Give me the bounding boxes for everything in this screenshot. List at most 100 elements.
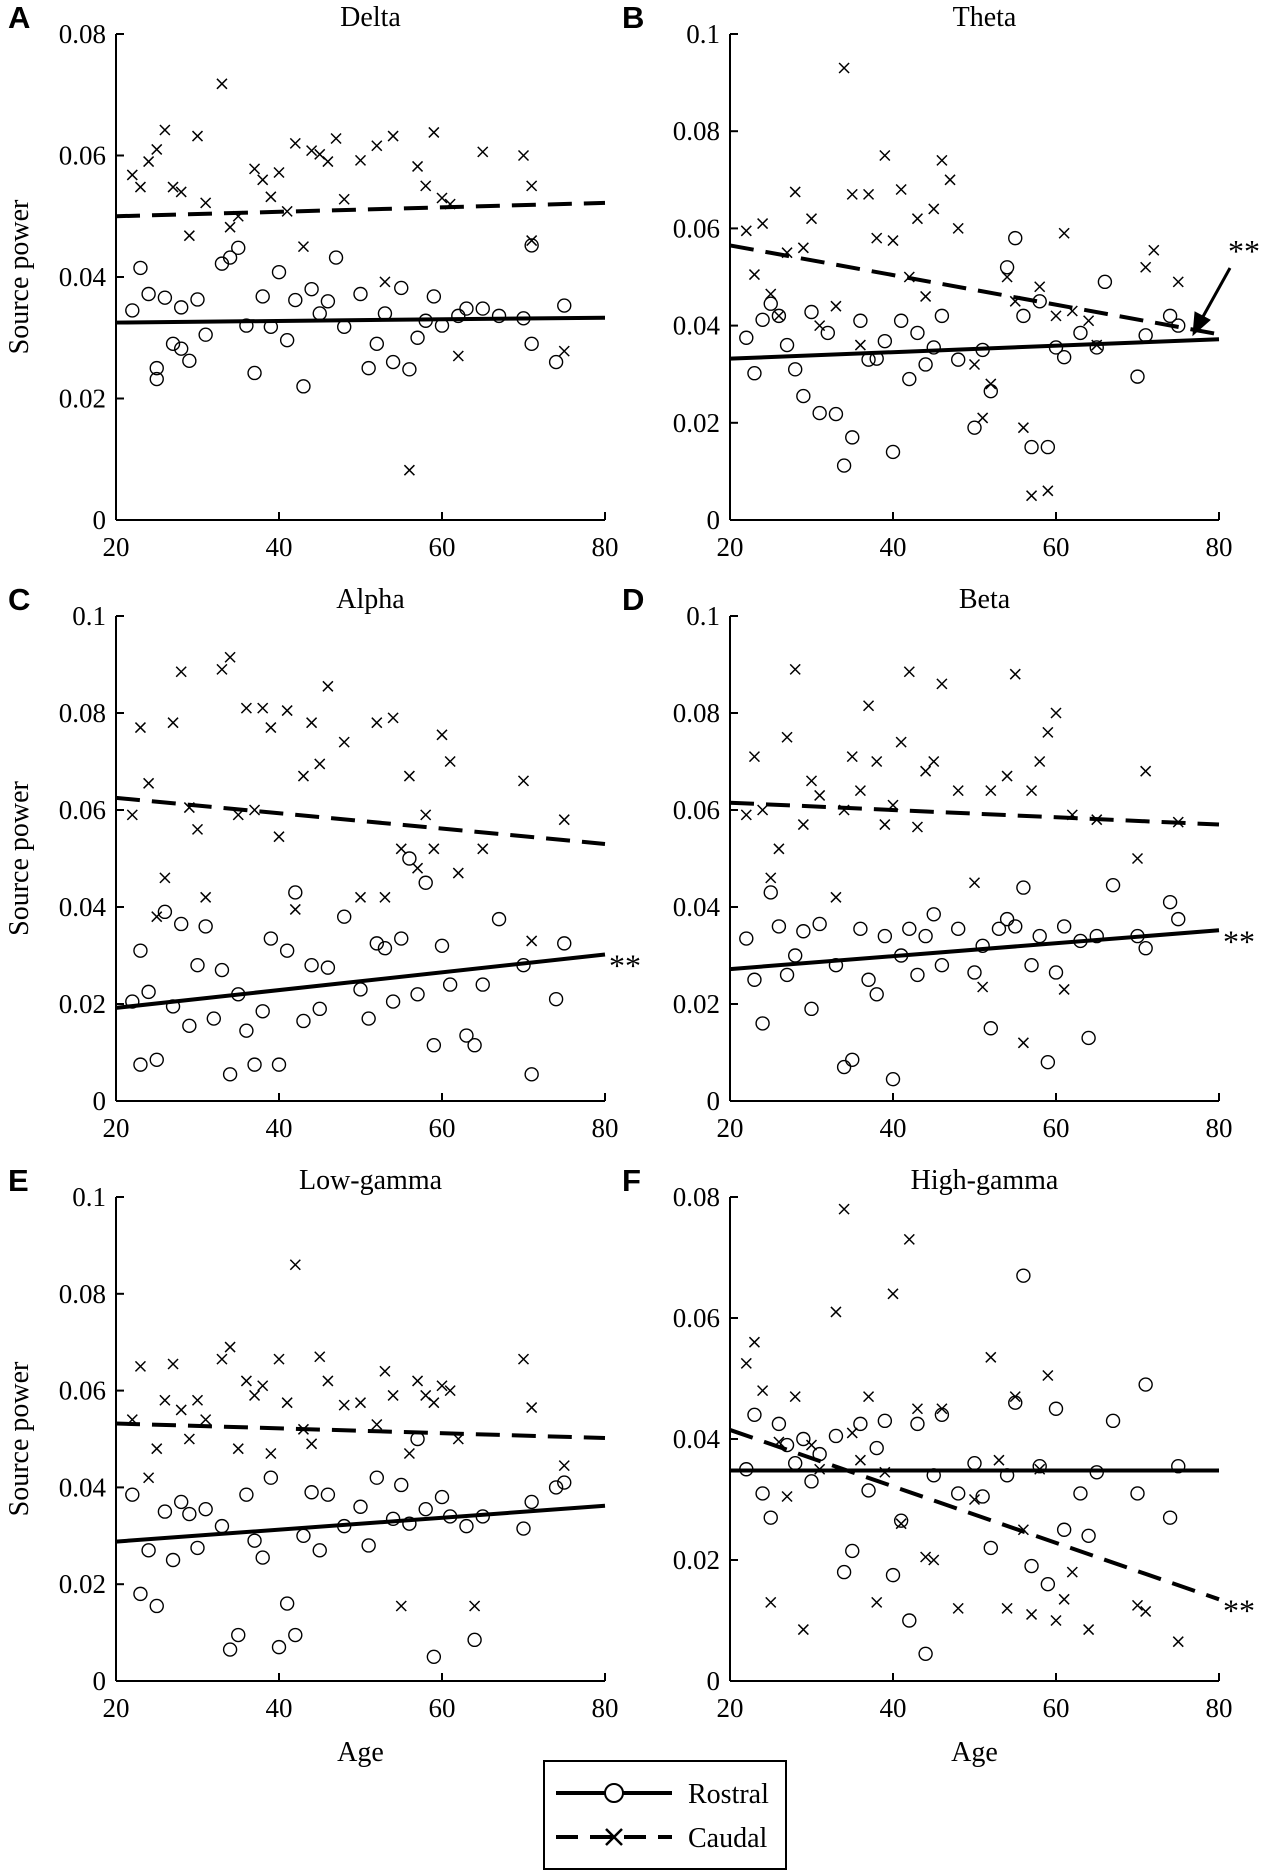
- panel-d-rostral-point: [999, 911, 1015, 927]
- panel-f-rostral-point: [1162, 1510, 1178, 1525]
- panel-c-rostral-point: [548, 991, 564, 1007]
- panel-d-rostral-point: [845, 1052, 860, 1067]
- panel-d-rostral-point: [771, 919, 787, 934]
- panel-f-x-tick-label: 60: [1043, 1693, 1070, 1723]
- panel-a-y-tick-label: 0: [93, 505, 107, 535]
- panel-c-y-tick-label: 0.06: [59, 795, 106, 825]
- panel-b-rostral-point: [1040, 439, 1056, 455]
- panel-b-x-tick-label: 60: [1043, 532, 1070, 562]
- panel-b-caudal-point: [911, 213, 923, 225]
- panel-e-rostral-point: [402, 1516, 417, 1531]
- panel-d-caudal-point: [748, 751, 760, 763]
- panel-d-caudal-point: [757, 804, 769, 816]
- panel-c-caudal-point: [412, 862, 424, 874]
- panel-b-rostral-point: [1097, 274, 1113, 290]
- panel-b-caudal-point: [789, 186, 801, 198]
- panel-a-rostral-point: [491, 308, 507, 324]
- panel-b-caudal-point: [854, 339, 866, 351]
- panel-c-rostral-point: [353, 982, 368, 997]
- panel-a-caudal-point: [273, 166, 285, 179]
- panel-e-caudal-point: [216, 1353, 228, 1365]
- panel-d-rostral-trend: [729, 928, 1220, 972]
- panel-e-rostral-point: [434, 1489, 450, 1505]
- panel-a-rostral-point: [369, 336, 384, 352]
- panel-c-rostral-point: [239, 1023, 254, 1038]
- panel-c-rostral-point: [557, 936, 572, 951]
- panel-e-rostral-point: [231, 1627, 246, 1643]
- panel-c-rostral-point: [182, 1018, 197, 1034]
- panel-b-rostral-point: [877, 333, 893, 349]
- panel-b-rostral-point: [779, 337, 795, 353]
- panel-b-rostral-point: [1056, 349, 1072, 365]
- panel-d-rostral-point: [1089, 928, 1104, 944]
- panel-b-rostral-point: [951, 352, 966, 367]
- panel-b-caudal-point: [1058, 227, 1070, 239]
- panel-b-caudal-point: [1148, 244, 1160, 256]
- panel-a-caudal-point: [412, 160, 424, 172]
- panel-b-y-tick-label: 0: [707, 505, 721, 535]
- panel-f-y-tick-label: 0.02: [673, 1545, 720, 1575]
- panel-b-caudal-point: [952, 222, 964, 234]
- panel-f-caudal-point: [952, 1602, 964, 1614]
- panel-f-x-tick-label: 80: [1206, 1693, 1233, 1723]
- panel-c-caudal-point: [444, 755, 456, 768]
- panel-d-caudal-point: [854, 785, 866, 797]
- panel-e-rostral-point: [279, 1596, 295, 1611]
- panel-a-caudal-point: [224, 221, 236, 233]
- panel-d-rostral-point: [755, 1016, 770, 1031]
- panel-f-rostral-point: [869, 1440, 884, 1456]
- panel-e-y-tick-label: 0.1: [72, 1182, 106, 1212]
- panel-b-rostral-point: [853, 313, 868, 328]
- panel-e-rostral-point: [353, 1499, 368, 1514]
- legend-caudal-marker: [605, 1828, 623, 1846]
- panel-b-rostral-point: [918, 357, 933, 372]
- panel-c-rostral-point: [198, 919, 213, 934]
- panel-e-caudal-point: [232, 1443, 244, 1455]
- panel-e-caudal-point: [354, 1397, 367, 1409]
- panel-a-rostral-point: [385, 354, 401, 370]
- panel-d-rostral-point: [1138, 941, 1153, 956]
- panel-b-rostral-point: [1008, 230, 1023, 246]
- panel-a-rostral-point: [320, 294, 336, 309]
- panel-c-rostral-point: [247, 1057, 262, 1072]
- panel-d-caudal-point: [1042, 726, 1054, 738]
- panel-c-caudal-point: [297, 770, 309, 782]
- panel-c-x-tick-label: 60: [429, 1113, 456, 1143]
- panel-f-significance: **: [1223, 1592, 1255, 1628]
- panel-d-caudal-point: [814, 789, 826, 801]
- panel-d-rostral-point: [975, 938, 990, 953]
- panel-f-rostral-point: [763, 1510, 778, 1525]
- panel-e-caudal-point: [403, 1447, 415, 1460]
- panel-d-caudal-point: [871, 755, 883, 768]
- panel-b-rostral-point: [788, 362, 803, 377]
- panel-d-caudal-point: [895, 736, 907, 748]
- panel-e-rostral-point: [239, 1487, 254, 1502]
- panel-a-rostral-point: [231, 240, 246, 256]
- panel-d-caudal-point: [863, 700, 875, 712]
- panel-d-caudal-point: [1017, 1037, 1029, 1049]
- panel-e-rostral-point: [459, 1518, 474, 1534]
- panel-f-caudal-point: [936, 1403, 948, 1415]
- panel-b-caudal-point: [1140, 261, 1152, 273]
- panel-c-rostral-point: [279, 943, 295, 958]
- panel-a-caudal-point: [558, 345, 570, 357]
- panel-b-rostral-point: [1130, 369, 1145, 384]
- panel-f-caudal-point: [985, 1351, 997, 1363]
- panel-f-caudal-point: [1009, 1391, 1021, 1403]
- panel-d-rostral-point: [747, 972, 762, 987]
- panel-e-rostral-point: [190, 1540, 205, 1556]
- panel-a-y-tick-label: 0.08: [59, 19, 106, 49]
- panel-e-x-tick-label: 20: [103, 1693, 130, 1723]
- panel-f-caudal-point: [920, 1551, 932, 1563]
- panel-c-caudal-point: [395, 843, 407, 855]
- panel-f-rostral-point: [1130, 1486, 1145, 1501]
- panel-b-significance: **: [1228, 233, 1260, 269]
- panel-f-rostral-point: [836, 1564, 852, 1580]
- panel-b-rostral-point: [1024, 439, 1039, 455]
- panel-e-rostral-point: [149, 1598, 164, 1614]
- panel-e-caudal-point: [428, 1397, 440, 1409]
- panel-e-caudal-point: [191, 1394, 204, 1406]
- panel-f-caudal-point: [781, 1490, 793, 1503]
- panel-c-rostral-point: [410, 987, 425, 1002]
- panel-f-x-tick-label: 40: [880, 1693, 907, 1723]
